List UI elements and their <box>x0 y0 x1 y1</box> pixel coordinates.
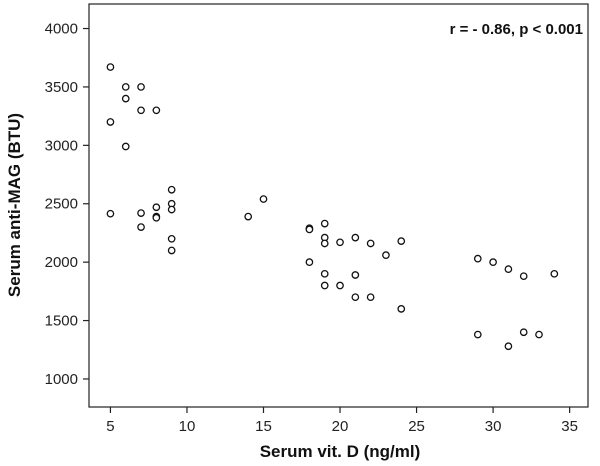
x-tick-label: 5 <box>106 418 114 435</box>
data-points <box>106 63 559 351</box>
x-tick-label: 20 <box>332 418 349 435</box>
data-point <box>121 83 130 91</box>
data-point <box>519 328 528 337</box>
y-tick-label: 2500 <box>45 196 78 213</box>
plot-area-frame <box>88 3 589 408</box>
data-point <box>320 281 329 290</box>
data-point <box>305 258 314 267</box>
data-point <box>152 106 161 115</box>
data-point <box>106 209 115 218</box>
data-point <box>167 205 176 214</box>
x-axis: 5 10 15 20 25 30 35 <box>106 407 578 435</box>
data-point <box>121 94 130 103</box>
data-point <box>473 254 482 263</box>
y-tick-label: 1500 <box>45 313 78 330</box>
data-point <box>550 269 559 278</box>
data-point <box>336 238 344 247</box>
data-point <box>535 330 543 339</box>
data-point <box>167 185 176 194</box>
data-point <box>504 342 513 351</box>
y-axis-title: Serum anti-MAG (BTU) <box>5 113 24 297</box>
data-point <box>244 212 253 221</box>
data-point <box>167 234 176 243</box>
data-point <box>259 195 268 203</box>
data-point <box>137 83 145 91</box>
data-point <box>320 219 329 228</box>
x-tick-label: 30 <box>485 418 502 435</box>
data-point <box>167 246 176 255</box>
data-point <box>121 142 130 151</box>
data-point <box>320 269 329 278</box>
x-tick-label: 10 <box>179 418 196 435</box>
data-point <box>489 258 497 267</box>
data-point <box>351 271 360 279</box>
data-point <box>351 233 360 242</box>
x-tick-label: 35 <box>561 418 578 435</box>
data-point <box>351 293 360 302</box>
data-point <box>504 265 513 274</box>
data-point <box>137 209 145 217</box>
data-point <box>320 239 329 248</box>
correlation-annotation: r = - 0.86, p < 0.001 <box>450 21 583 38</box>
x-tick-label: 25 <box>408 418 425 435</box>
data-point <box>473 330 482 339</box>
data-point <box>106 118 115 126</box>
data-point <box>152 203 161 212</box>
data-point <box>106 63 115 71</box>
y-tick-label: 2000 <box>45 254 78 271</box>
x-tick-label: 15 <box>255 418 272 435</box>
data-point <box>366 239 375 248</box>
data-point <box>397 237 406 245</box>
data-point <box>137 106 145 115</box>
data-point <box>336 281 344 290</box>
data-point <box>382 251 390 259</box>
y-tick-label: 4000 <box>45 21 78 38</box>
data-point <box>397 305 406 313</box>
data-point <box>519 272 528 281</box>
y-tick-label: 3500 <box>45 79 78 96</box>
data-point <box>366 293 375 302</box>
x-axis-title: Serum vit. D (ng/ml) <box>260 442 421 461</box>
data-point <box>152 213 161 222</box>
data-point <box>305 225 314 234</box>
y-tick-label: 3000 <box>45 137 78 154</box>
y-axis: 1000 1500 2000 2500 3000 3500 4000 <box>45 21 89 388</box>
y-tick-label: 1000 <box>45 371 78 388</box>
data-point <box>137 223 145 231</box>
